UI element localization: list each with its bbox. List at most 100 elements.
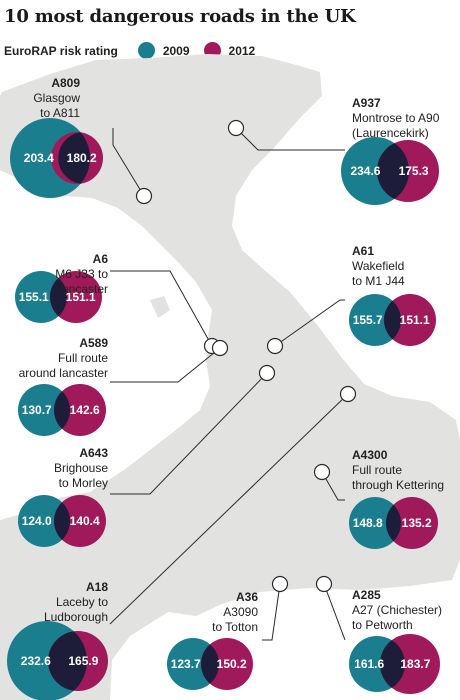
circle-2012-a589 (54, 384, 106, 436)
venn-a937: 234.6 175.3 (341, 137, 439, 205)
label-a937: A937 Montrose to A90 (Laurencekirk) (352, 96, 439, 141)
road-desc-a937-0: Montrose to A90 (352, 111, 440, 125)
overlap-a937 (377, 143, 410, 199)
road-desc-a61-1: to M1 J44 (352, 274, 405, 288)
road-code-a4300: A4300 (352, 448, 388, 462)
leader-line-a285 (323, 583, 346, 641)
venn-a36: 123.7 150.2 (167, 638, 253, 690)
legend: EuroRAP risk rating 2009 2012 (4, 42, 255, 59)
value-2012-a36: 150.2 (217, 657, 247, 671)
label-a4300: A4300 Full route through Kettering (352, 448, 444, 493)
road-desc-a285-1: to Petworth (352, 618, 413, 632)
location-markers (135, 119, 357, 593)
marker-a643 (258, 364, 276, 382)
label-a285: A285 A27 (Chichester) to Petworth (352, 588, 442, 633)
road-code-a61: A61 (352, 244, 375, 258)
leader-line-a6 (110, 270, 213, 347)
value-2009-a285: 161.6 (354, 657, 384, 671)
legend-label: EuroRAP risk rating (4, 43, 118, 58)
road-code-a809: A809 (51, 76, 80, 90)
venn-pairs: 203.4 180.2 234.6 175.3 155.1 151.1 155.7 151.1… (7, 118, 440, 700)
label-a643: A643 Brighouse to Morley (54, 446, 108, 491)
value-2009-a643: 124.0 (22, 514, 52, 528)
venn-a18: 232.6 165.9 (7, 621, 108, 700)
value-2009-a809: 203.4 (24, 151, 54, 165)
uk-landmass (0, 54, 460, 700)
marker-a61 (266, 337, 284, 355)
value-2012-a285: 183.7 (400, 657, 430, 671)
leader-line-a4300 (321, 471, 345, 501)
leader-line-a937 (235, 127, 345, 151)
circle-2009-a643 (18, 495, 70, 547)
label-a18: A18 Laceby to Ludborough (44, 580, 108, 625)
road-code-a285: A285 (352, 588, 381, 602)
venn-a4300: 148.8 135.2 (349, 497, 438, 549)
legend-item-2009: 2009 (162, 43, 190, 58)
road-desc-a61-0: Wakefield (352, 259, 405, 273)
road-desc-a36-1: to Totton (212, 620, 258, 634)
overlap-a643 (53, 502, 70, 540)
venn-a285: 161.6 183.7 (349, 634, 440, 694)
circle-2012-a643 (54, 495, 106, 547)
value-2012-a18: 165.9 (68, 654, 98, 668)
road-desc-a6-0: M6 J33 to (55, 267, 108, 281)
value-2012-a61: 151.1 (400, 313, 430, 327)
road-code-a937: A937 (352, 96, 381, 110)
value-2009-a6: 155.1 (19, 290, 49, 304)
venn-a6: 155.1 151.1 (15, 271, 102, 323)
overlap-a809 (58, 132, 90, 184)
value-2009-a4300: 148.8 (353, 516, 383, 530)
overlap-a589 (54, 391, 70, 429)
marker-a36 (271, 575, 289, 593)
overlap-a6 (49, 277, 67, 317)
venn-a61: 155.7 151.1 (349, 294, 436, 346)
value-2009-a589: 130.7 (22, 403, 52, 417)
value-2009-a61: 155.7 (353, 313, 383, 327)
circle-2009-a4300 (349, 497, 401, 549)
road-desc-a589-1: around lancaster (18, 366, 108, 380)
road-desc-a589-0: Full route (57, 351, 108, 365)
venn-a589: 130.7 142.6 (18, 384, 106, 436)
value-2012-a937: 175.3 (399, 164, 429, 178)
label-a589: A589 Full route around lancaster (19, 336, 108, 381)
road-desc-a4300-1: through Kettering (352, 478, 445, 492)
label-a61: A61 Wakefield to M1 J44 (352, 244, 405, 289)
venn-a643: 124.0 140.4 (18, 495, 106, 547)
value-2009-a18: 232.6 (21, 654, 51, 668)
value-2012-a589: 142.6 (70, 403, 100, 417)
marker-a937 (227, 119, 245, 137)
road-desc-a937-1: (Laurencekirk) (352, 126, 429, 140)
leader-line-a36 (262, 583, 281, 641)
value-2012-a809: 180.2 (67, 151, 97, 165)
marker-a809 (135, 187, 153, 205)
marker-a589 (211, 339, 229, 357)
leader-line-a809 (112, 128, 145, 197)
marker-a4300 (313, 463, 331, 481)
marker-a285 (315, 575, 333, 593)
road-code-a36: A36 (235, 590, 258, 604)
overlap-a285 (380, 640, 405, 688)
leader-line-a589 (110, 347, 221, 383)
venn-a809: 203.4 180.2 (10, 118, 103, 198)
road-desc-a809-1: to A811 (40, 106, 80, 120)
legend-item-2012: 2012 (228, 43, 256, 58)
label-a6: A6 M6 J33 to Lancaster (55, 252, 108, 297)
circle-2012-a4300 (386, 497, 438, 549)
overlap-a18 (47, 631, 88, 691)
road-desc-a4300-0: Full route (352, 463, 403, 477)
leader-line-a18 (109, 393, 349, 625)
leader-lines (109, 127, 349, 641)
overlap-a61 (384, 300, 402, 340)
isle-of-man (150, 296, 170, 318)
value-2012-a6: 151.1 (66, 290, 96, 304)
road-desc-a18-1: Ludborough (43, 610, 108, 624)
leader-line-a61 (274, 299, 345, 347)
overlap-a36 (201, 644, 219, 684)
road-desc-a6-1: Lancaster (55, 282, 108, 296)
road-desc-a643-0: Brighouse (53, 461, 108, 475)
value-2009-a36: 123.7 (171, 657, 201, 671)
road-desc-a809-0: Glasgow (33, 91, 80, 105)
label-a36: A36 A3090 to Totton (212, 590, 258, 635)
road-desc-a285-0: A27 (Chichester) (352, 603, 443, 617)
